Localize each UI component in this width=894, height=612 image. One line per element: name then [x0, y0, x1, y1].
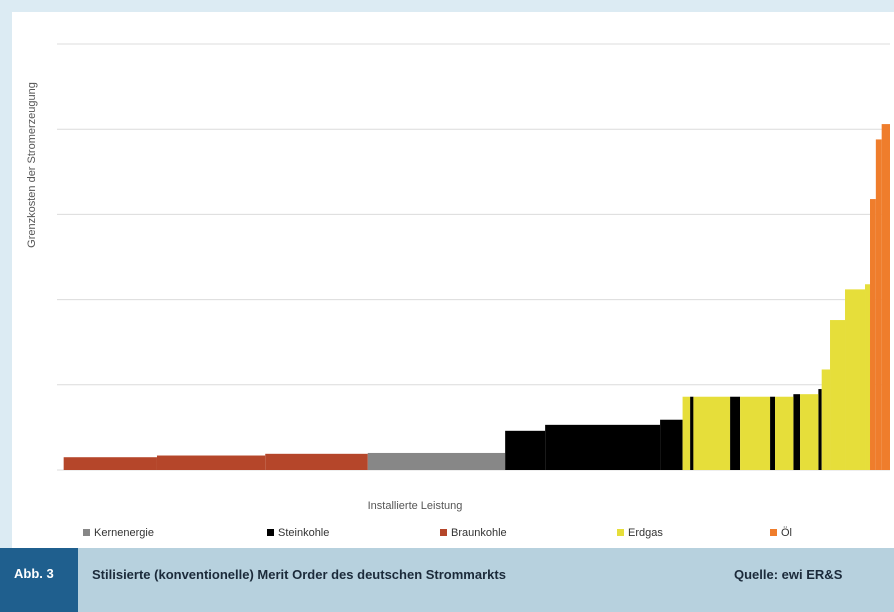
bar	[63, 457, 157, 470]
bar	[682, 396, 691, 470]
bar	[693, 396, 731, 470]
bar	[545, 424, 661, 470]
bar	[265, 453, 368, 470]
x-axis-label: Installierte Leistung	[368, 500, 463, 512]
bar	[875, 139, 882, 470]
legend-label: Braunkohle	[451, 527, 507, 539]
bar	[367, 452, 506, 470]
bar	[740, 396, 771, 470]
bar	[730, 396, 741, 470]
bar	[870, 199, 876, 470]
bar	[800, 394, 819, 470]
bar	[845, 289, 866, 470]
bar	[865, 284, 871, 470]
bar	[505, 430, 546, 470]
legend: Kernenergie Steinkohle Braunkohle Erdgas Öl	[83, 527, 792, 539]
legend-label: Öl	[781, 527, 792, 539]
legend-swatch	[617, 529, 624, 536]
bar	[821, 369, 831, 470]
bar	[830, 320, 846, 470]
figure-source: Quelle: ewi ER&S	[734, 567, 843, 582]
bar	[881, 124, 890, 470]
bar	[690, 396, 694, 470]
bar	[770, 396, 776, 470]
bar	[156, 455, 266, 470]
bar	[818, 389, 822, 470]
legend-label: Steinkohle	[278, 527, 329, 539]
bar	[660, 419, 683, 470]
y-axis-label: Grenzkosten der Stromerzeugung	[26, 82, 38, 248]
bar	[793, 394, 801, 470]
chart: Grenzkosten der Stromerzeugung Installie…	[12, 12, 894, 548]
legend-swatch	[440, 529, 447, 536]
legend-swatch	[770, 529, 777, 536]
figure-title: Stilisierte (konventionelle) Merit Order…	[92, 567, 506, 582]
legend-label: Erdgas	[628, 527, 663, 539]
legend-swatch	[267, 529, 274, 536]
legend-label: Kernenergie	[94, 527, 154, 539]
legend-swatch	[83, 529, 90, 536]
caption-bar: Abb. 3 Stilisierte (konventionelle) Meri…	[0, 548, 894, 612]
figure-number: Abb. 3	[0, 548, 78, 612]
bar	[775, 396, 794, 470]
